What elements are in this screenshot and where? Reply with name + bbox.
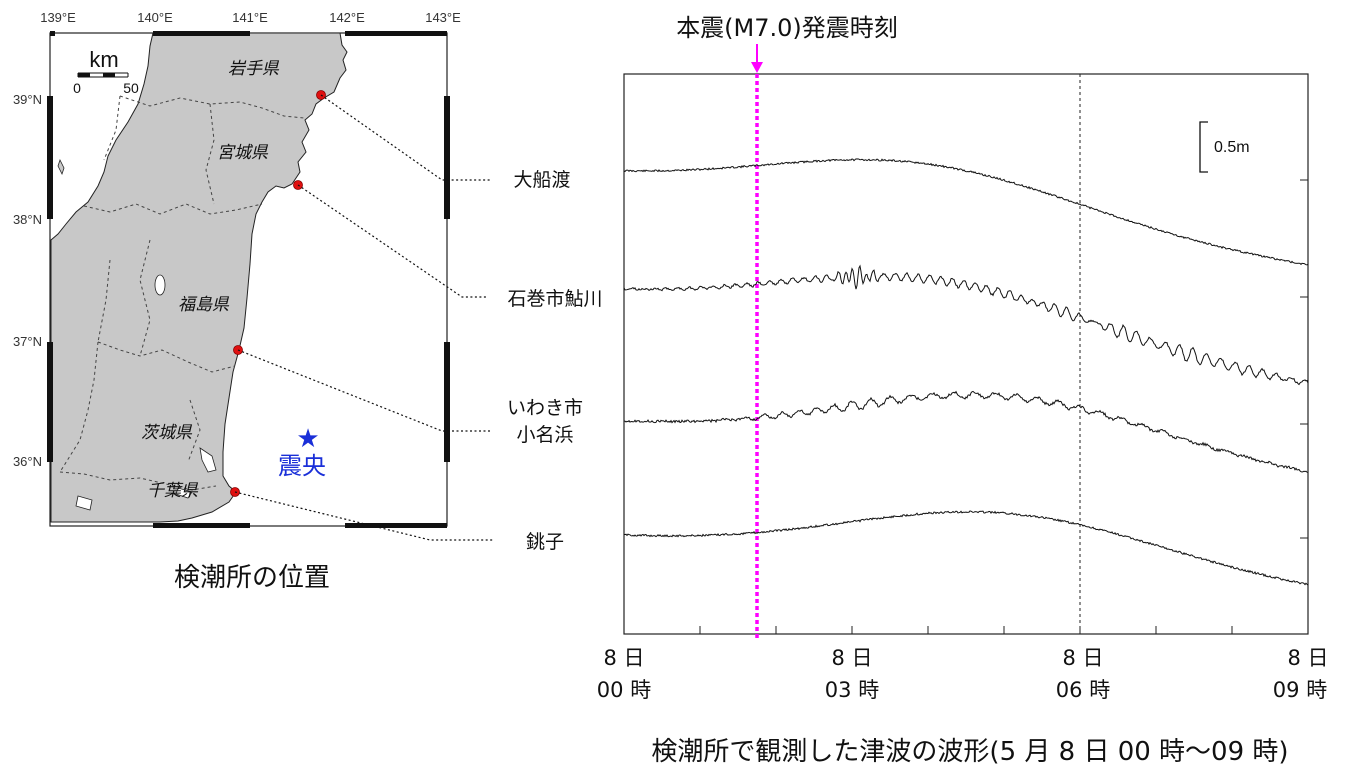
lon-label: 141°E <box>232 10 268 25</box>
lagoon <box>199 447 217 473</box>
right-ticks <box>1300 179 1308 539</box>
time-tick-label: 8 日 <box>831 646 872 670</box>
bay <box>75 495 93 511</box>
lagoon <box>175 487 193 499</box>
prefecture-label: 千葉県 <box>147 481 199 501</box>
lat-label: 38°N <box>13 212 42 227</box>
waveform-trace <box>623 158 1309 266</box>
map-caption: 検潮所の位置 <box>174 563 330 593</box>
waveform-trace <box>623 264 1309 386</box>
time-tick-label: 8 日 <box>1287 646 1328 670</box>
time-tick-label: 8 日 <box>1062 646 1103 670</box>
waveform-panel: 本震(M7.0)発震時刻 0.5m 8 日 00 時 8 日 03 時 8 日 … <box>597 14 1329 767</box>
station-label: 大船渡 <box>513 169 570 191</box>
neatline <box>47 31 450 528</box>
epicenter-star-icon: ★ <box>296 424 319 454</box>
leader-line <box>320 94 492 181</box>
time-tick-label: 06 時 <box>1056 678 1110 702</box>
time-tick-label: 8 日 <box>603 646 644 670</box>
leader-line <box>237 349 492 432</box>
island <box>57 158 65 176</box>
lat-label: 36°N <box>13 454 42 469</box>
amplitude-scale-bar: 0.5m <box>1199 121 1250 173</box>
time-tick-label: 00 時 <box>597 678 651 702</box>
time-tick-label: 09 時 <box>1273 678 1327 702</box>
lon-label: 143°E <box>425 10 461 25</box>
leader-line <box>297 184 488 298</box>
lake <box>154 274 166 296</box>
waveform-trace <box>623 510 1309 586</box>
lat-label: 37°N <box>13 334 42 349</box>
station-label: 石巻市鮎川 <box>507 288 602 310</box>
lon-label: 140°E <box>137 10 173 25</box>
station-label: いわき市 <box>507 397 583 419</box>
prefecture-label: 宮城県 <box>217 143 269 163</box>
prefecture-label: 福島県 <box>178 295 230 315</box>
lat-label: 39°N <box>13 92 42 107</box>
scale-tick-label: 0 <box>73 80 81 96</box>
lon-label: 142°E <box>329 10 365 25</box>
land-mass <box>50 32 348 523</box>
time-ticks <box>699 626 1233 634</box>
leader-line <box>234 491 494 541</box>
mainshock-label: 本震(M7.0)発震時刻 <box>676 14 898 42</box>
prefecture-label: 茨城県 <box>141 423 193 443</box>
time-tick-label: 03 時 <box>825 678 879 702</box>
tick-label-mask <box>602 636 678 692</box>
station-map: 139°E 140°E 141°E 142°E 143°E 39°N 38°N … <box>13 10 461 593</box>
mainshock-arrow-head <box>751 62 763 73</box>
station-label: 小名浜 <box>516 424 573 446</box>
waveform-caption: 検潮所で観測した津波の波形(5 月 8 日 00 時～09 時) <box>651 737 1288 767</box>
leader-lines <box>234 94 494 541</box>
prefecture-boundaries <box>59 95 305 491</box>
tick-label-mask <box>1046 636 1132 692</box>
scale-tick-label: 50 <box>123 80 139 96</box>
epicenter-label: 震央 <box>278 452 326 480</box>
scale-bar: km 0 50 <box>73 47 139 96</box>
station-label: 銚子 <box>526 531 564 553</box>
lon-label: 139°E <box>40 10 76 25</box>
scale-unit: km <box>89 47 118 72</box>
waveform-trace <box>624 390 1309 473</box>
amplitude-scale-label: 0.5m <box>1214 139 1250 156</box>
prefecture-label: 岩手県 <box>228 59 280 79</box>
